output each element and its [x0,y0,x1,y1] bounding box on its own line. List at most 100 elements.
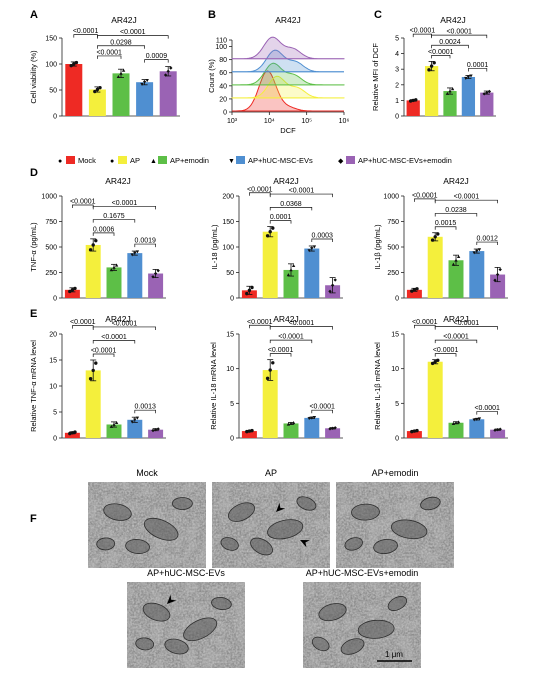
bar [406,289,422,298]
pvalue-bracket [434,213,478,217]
data-point [414,98,418,102]
data-point [450,87,455,91]
data-point [245,291,249,296]
mitochondrion-shape [250,537,273,556]
pvalue-bracket [92,353,115,357]
data-point [312,416,317,420]
bar [88,89,106,116]
em-image-label: Mock [136,468,158,478]
chart-title: AR42J [273,314,299,324]
bar [480,92,494,116]
data-point [448,89,452,93]
y-tick-label: 20 [219,96,227,103]
y-tick-label: 0 [395,114,399,121]
y-axis-label: Relative MFI of DCF [371,43,380,111]
bar [448,260,464,298]
mitochondrion-shape [211,596,232,611]
chart-title: AR42J [273,176,299,186]
pvalue-bracket [434,326,498,330]
data-point [466,75,471,79]
data-point [456,420,461,424]
y-tick-label: 4 [395,51,399,58]
y-tick-label: 20 [49,332,57,339]
bar [106,267,122,298]
bar [406,100,420,116]
data-point [250,428,254,433]
data-point [408,99,413,103]
bar-chart-E: E AR42J 0 5 10 15 20 Relative TNF-α mRNA level <… [29,308,166,443]
legend-label: AP+emodin [170,156,209,165]
pvalue-label: <0.0001 [454,320,480,327]
histogram-curve [231,36,345,60]
pvalue-label: <0.0001 [410,28,436,35]
y-tick-label: 0 [223,110,227,117]
bar [304,417,320,438]
data-point [95,87,100,92]
pvalue-bracket [311,238,333,242]
em-grain [127,582,245,668]
bar [127,253,143,298]
bar [490,429,506,438]
pvalue-bracket [311,409,333,414]
data-point [140,82,144,86]
y-tick-label: 10 [391,366,399,373]
pvalue-label: 0.0238 [445,207,467,214]
y-tick-label: 0 [395,296,399,303]
data-point [145,79,149,83]
pvalue-label: <0.0001 [112,200,138,207]
data-point [411,98,415,103]
legend-swatch [118,156,127,164]
pvalue-bracket [134,409,156,414]
mitochondrion-shape [373,538,398,555]
bar-chart-E3: AR42J 0 5 10 15 Relative IL-1β mRNA level <0.0… [373,314,508,443]
bar [85,370,101,438]
legend-marker-icon: ◆ [338,158,344,165]
data-point [98,85,102,90]
data-point [415,428,419,433]
data-point [415,287,419,291]
data-point [310,247,314,251]
data-point [493,428,497,432]
data-point [328,289,332,294]
y-tick-label: 60 [219,70,227,77]
bar [159,71,177,116]
data-point [454,258,458,262]
em-grain [212,482,330,568]
y-tick-label: 5 [395,36,399,43]
data-point [430,238,435,242]
data-point [247,288,252,293]
em-image-label: AP+hUC-MSC-EVs+emodin [306,568,419,578]
legend-marker-icon: ▼ [228,158,235,165]
legend-swatch [66,156,75,164]
data-point [133,251,137,255]
data-point [153,427,158,432]
mitochondrion-shape [164,638,189,655]
pvalue-bracket [92,340,136,344]
pvalue-bracket [97,55,122,59]
y-tick-label: 5 [53,410,57,417]
data-point [109,424,114,428]
data-point [427,68,431,72]
data-point [307,417,311,421]
pvalue-label: 0.0003 [311,232,333,239]
data-point [112,265,116,269]
y-tick-label: 1000 [383,194,399,201]
data-point [114,420,119,425]
y-axis-label: Relative IL-18 mRNA level [209,342,218,430]
data-point [410,289,414,293]
arrowhead-icon [276,502,286,512]
y-axis-label: Relative IL-1β mRNA level [373,342,382,430]
data-point [429,64,434,68]
data-point [475,417,479,421]
legend-label: AP+hUC-MSC-EVs [248,156,313,165]
y-tick-label: 50 [226,270,234,277]
pvalue-bracket [269,326,333,330]
data-point [68,289,72,294]
bar [443,91,457,116]
pvalue-label: <0.0001 [73,28,99,35]
pvalue-bracket [97,35,169,39]
y-tick-label: 0 [53,436,57,443]
data-point [451,421,456,425]
